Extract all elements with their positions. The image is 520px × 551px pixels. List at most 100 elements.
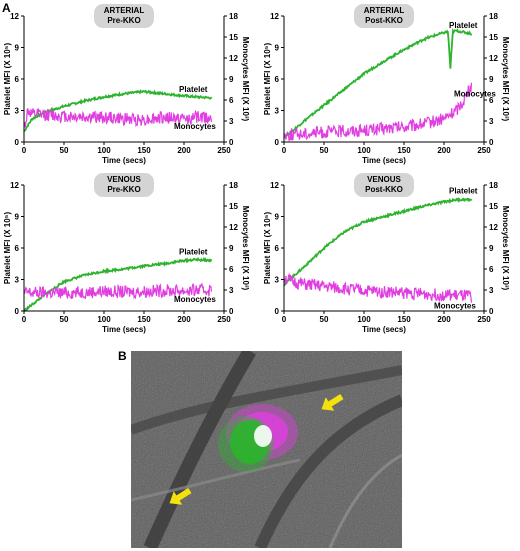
micrograph — [131, 351, 402, 548]
y2-tick-label: 0 — [229, 138, 234, 147]
series-line-platelet — [283, 197, 473, 287]
x-tick-label: 200 — [437, 315, 451, 324]
x-axis-title: Time (secs) — [102, 325, 146, 334]
x-axis-title: Time (secs) — [362, 156, 406, 165]
y2-tick-label: 6 — [229, 96, 234, 105]
panel-letter-a: A — [2, 1, 11, 15]
y2-tick-label: 3 — [229, 286, 234, 295]
arrow-icon — [169, 488, 192, 505]
condition-label-line1: VENOUS — [107, 175, 141, 184]
series-line-monocytes — [283, 82, 473, 142]
y2-tick-label: 6 — [489, 265, 494, 274]
x-tick-label: 250 — [217, 315, 231, 324]
y2-tick-label: 18 — [229, 181, 238, 190]
condition-label-line2: Post-KKO — [365, 185, 403, 194]
x-tick-label: 200 — [437, 146, 451, 155]
y2-tick-label: 9 — [489, 75, 494, 84]
condition-label-line2: Post-KKO — [365, 16, 403, 25]
series-label-monocytes: Monocytes — [454, 90, 496, 99]
y2-tick-label: 15 — [229, 33, 238, 42]
series-line-platelet — [23, 89, 213, 132]
series-line-monocytes — [23, 107, 213, 128]
series-label-platelet: Platelet — [449, 21, 478, 30]
x-tick-label: 250 — [477, 146, 491, 155]
y-tick-label: 3 — [275, 276, 280, 285]
y2-tick-label: 6 — [489, 96, 494, 105]
condition-label-bg — [94, 4, 154, 28]
y-tick-label: 6 — [275, 75, 280, 84]
x-tick-label: 200 — [177, 146, 191, 155]
panel-letter-b: B — [118, 349, 127, 363]
y-tick-label: 12 — [10, 12, 19, 21]
y-tick-label: 12 — [10, 181, 19, 190]
arrow-icon — [321, 394, 344, 411]
x-tick-label: 150 — [137, 146, 151, 155]
y-tick-label: 9 — [15, 213, 20, 222]
y2-tick-label: 3 — [229, 117, 234, 126]
series-line-monocytes — [23, 282, 213, 300]
colocalized-signal — [254, 425, 272, 447]
y-axis-title: Platelet MFI (X 10⁵) — [3, 43, 12, 116]
y2-axis-title: Monocytes MFI (X 10³) — [241, 206, 250, 291]
x-tick-label: 50 — [60, 146, 69, 155]
y2-axis-title: Monocytes MFI (X 10³) — [501, 206, 510, 291]
x-tick-label: 200 — [177, 315, 191, 324]
series-line-platelet — [23, 256, 213, 312]
vessel-wall — [143, 351, 257, 548]
vessel-wall — [328, 453, 402, 548]
condition-label-line1: ARTERIAL — [364, 6, 405, 15]
vessel-wall — [131, 365, 402, 435]
x-tick-label: 100 — [357, 146, 371, 155]
x-tick-label: 150 — [397, 315, 411, 324]
series-label-platelet: Platelet — [449, 187, 478, 196]
x-tick-label: 250 — [217, 146, 231, 155]
y2-tick-label: 12 — [489, 223, 498, 232]
condition-label-line1: ARTERIAL — [104, 6, 145, 15]
x-tick-label: 0 — [282, 315, 287, 324]
y-axis-title: Platelet MFI (X 10⁵) — [263, 212, 272, 285]
x-tick-label: 100 — [357, 315, 371, 324]
y2-tick-label: 6 — [229, 265, 234, 274]
y2-tick-label: 0 — [489, 138, 494, 147]
y-tick-label: 0 — [275, 307, 280, 316]
y2-tick-label: 3 — [489, 286, 494, 295]
y-tick-label: 12 — [270, 181, 279, 190]
y2-tick-label: 12 — [229, 54, 238, 63]
x-tick-label: 50 — [320, 146, 329, 155]
series-label-platelet: Platelet — [179, 85, 208, 94]
y2-tick-label: 0 — [489, 307, 494, 316]
y2-tick-label: 0 — [229, 307, 234, 316]
series-label-platelet: Platelet — [179, 248, 208, 257]
y-tick-label: 0 — [15, 307, 20, 316]
vessel-wall — [131, 458, 301, 502]
series-label-monocytes: Monocytes — [174, 122, 216, 131]
x-tick-label: 50 — [320, 315, 329, 324]
y-tick-label: 9 — [15, 44, 20, 53]
condition-label-line1: VENOUS — [367, 175, 401, 184]
x-tick-label: 100 — [97, 146, 111, 155]
y-tick-label: 9 — [275, 44, 280, 53]
x-tick-label: 0 — [282, 146, 287, 155]
x-tick-label: 50 — [60, 315, 69, 324]
y2-tick-label: 15 — [229, 202, 238, 211]
x-tick-label: 250 — [477, 315, 491, 324]
x-tick-label: 0 — [22, 315, 27, 324]
y2-tick-label: 18 — [489, 181, 498, 190]
y2-tick-label: 12 — [489, 54, 498, 63]
condition-label-bg — [354, 4, 414, 28]
y-tick-label: 3 — [275, 107, 280, 116]
y-tick-label: 3 — [15, 107, 20, 116]
x-tick-label: 150 — [137, 315, 151, 324]
y2-tick-label: 9 — [229, 75, 234, 84]
y-axis-title: Platelet MFI (X 10⁵) — [263, 43, 272, 116]
x-tick-label: 100 — [97, 315, 111, 324]
y2-tick-label: 15 — [489, 33, 498, 42]
y2-tick-label: 9 — [489, 244, 494, 253]
